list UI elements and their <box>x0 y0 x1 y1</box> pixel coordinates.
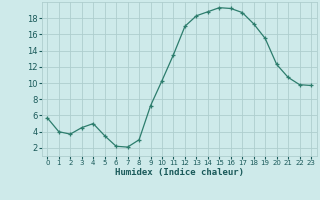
X-axis label: Humidex (Indice chaleur): Humidex (Indice chaleur) <box>115 168 244 177</box>
